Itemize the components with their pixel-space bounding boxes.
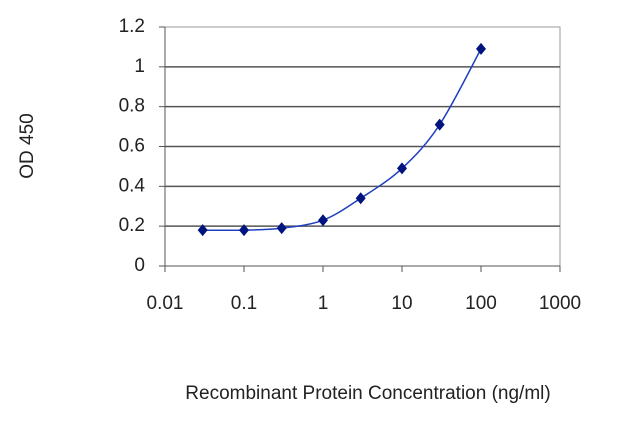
y-tick-label: 0.6	[119, 136, 145, 157]
y-tick-label: 0	[134, 255, 145, 276]
marker	[434, 118, 445, 131]
marker	[276, 222, 287, 235]
y-tick-label: 0.8	[119, 96, 145, 117]
marker	[197, 224, 208, 237]
y-tick-label: 1	[134, 56, 145, 77]
marker	[239, 224, 249, 237]
x-tick-label: 1000	[539, 293, 581, 314]
marker	[476, 42, 486, 55]
x-axis-label: Recombinant Protein Concentration (ng/ml…	[185, 383, 550, 404]
marker	[318, 214, 328, 227]
y-tick-label: 0.2	[119, 215, 145, 236]
y-axis-label: OD 450	[17, 113, 38, 178]
marker	[397, 162, 407, 175]
y-tick-label: 0.4	[119, 175, 146, 196]
y-tick-label: 1.2	[119, 16, 145, 37]
x-tick-label: 1	[318, 293, 329, 314]
x-tick-label: 0.01	[147, 293, 184, 314]
x-tick-label: 100	[465, 293, 497, 314]
x-tick-label: 10	[391, 293, 412, 314]
x-tick-label: 0.1	[231, 293, 257, 314]
marker	[355, 192, 366, 205]
